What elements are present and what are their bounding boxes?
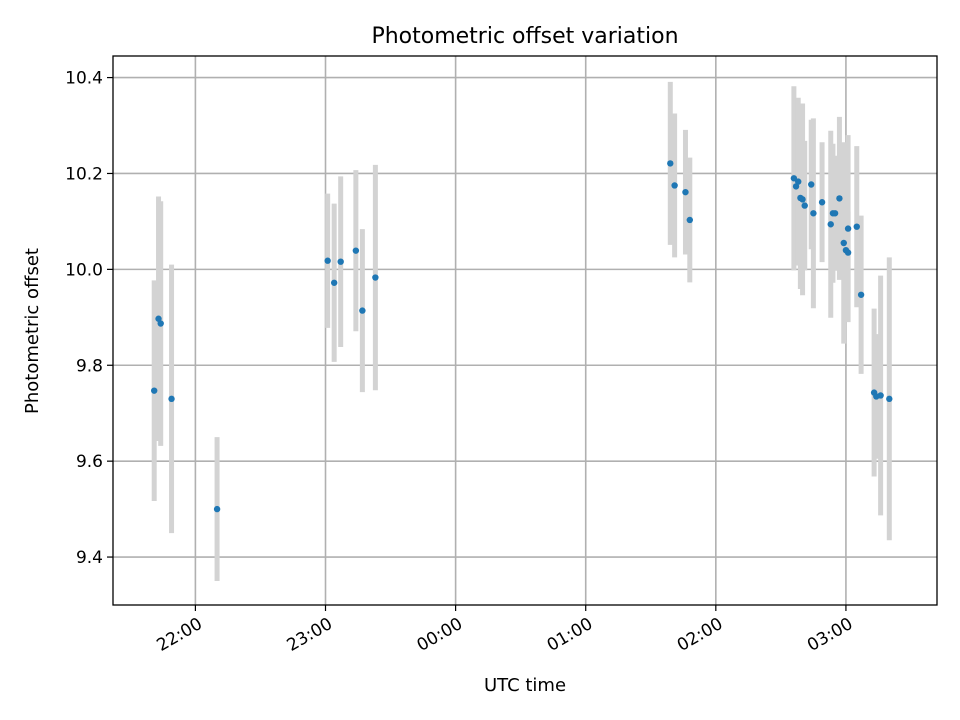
data-point bbox=[808, 181, 815, 188]
plot-frame bbox=[112, 55, 938, 606]
data-point bbox=[330, 279, 338, 286]
data-point bbox=[818, 199, 826, 206]
data-point bbox=[337, 258, 344, 265]
data-point bbox=[857, 291, 865, 298]
data-point bbox=[667, 160, 674, 167]
data-point bbox=[213, 505, 221, 513]
data-point bbox=[795, 178, 802, 185]
data-point bbox=[886, 395, 893, 403]
y-tick-label: 10.2 bbox=[65, 164, 103, 184]
data-point bbox=[801, 202, 808, 209]
chart-title: Photometric offset variation bbox=[371, 24, 678, 49]
data-point bbox=[686, 216, 693, 224]
data-point bbox=[792, 183, 800, 190]
y-tick-label: 9.4 bbox=[76, 548, 103, 568]
y-tick-label: 9.6 bbox=[76, 452, 103, 472]
y-tick-label: 9.8 bbox=[76, 356, 103, 376]
y-axis-label: Photometric offset bbox=[22, 248, 43, 414]
point-layer bbox=[151, 160, 893, 513]
data-point bbox=[168, 395, 175, 403]
data-point bbox=[352, 247, 360, 254]
data-point bbox=[840, 239, 847, 247]
data-point bbox=[853, 223, 860, 230]
y-tick-label: 10.0 bbox=[65, 260, 103, 280]
data-point bbox=[372, 274, 379, 281]
y-tick-label: 10.4 bbox=[65, 69, 103, 89]
data-point bbox=[324, 257, 331, 264]
x-axis-label: UTC time bbox=[484, 675, 566, 696]
data-point bbox=[790, 175, 798, 182]
data-point bbox=[810, 210, 817, 217]
data-point bbox=[151, 387, 158, 394]
data-point bbox=[831, 210, 839, 217]
data-point bbox=[877, 392, 884, 399]
data-point bbox=[155, 315, 162, 322]
data-point bbox=[836, 195, 843, 202]
data-point bbox=[844, 225, 852, 232]
data-point bbox=[671, 182, 678, 189]
data-point bbox=[844, 249, 852, 256]
data-point bbox=[827, 221, 834, 228]
data-point bbox=[682, 188, 689, 196]
data-point bbox=[359, 307, 366, 314]
data-point bbox=[157, 320, 164, 327]
data-point bbox=[799, 196, 806, 203]
